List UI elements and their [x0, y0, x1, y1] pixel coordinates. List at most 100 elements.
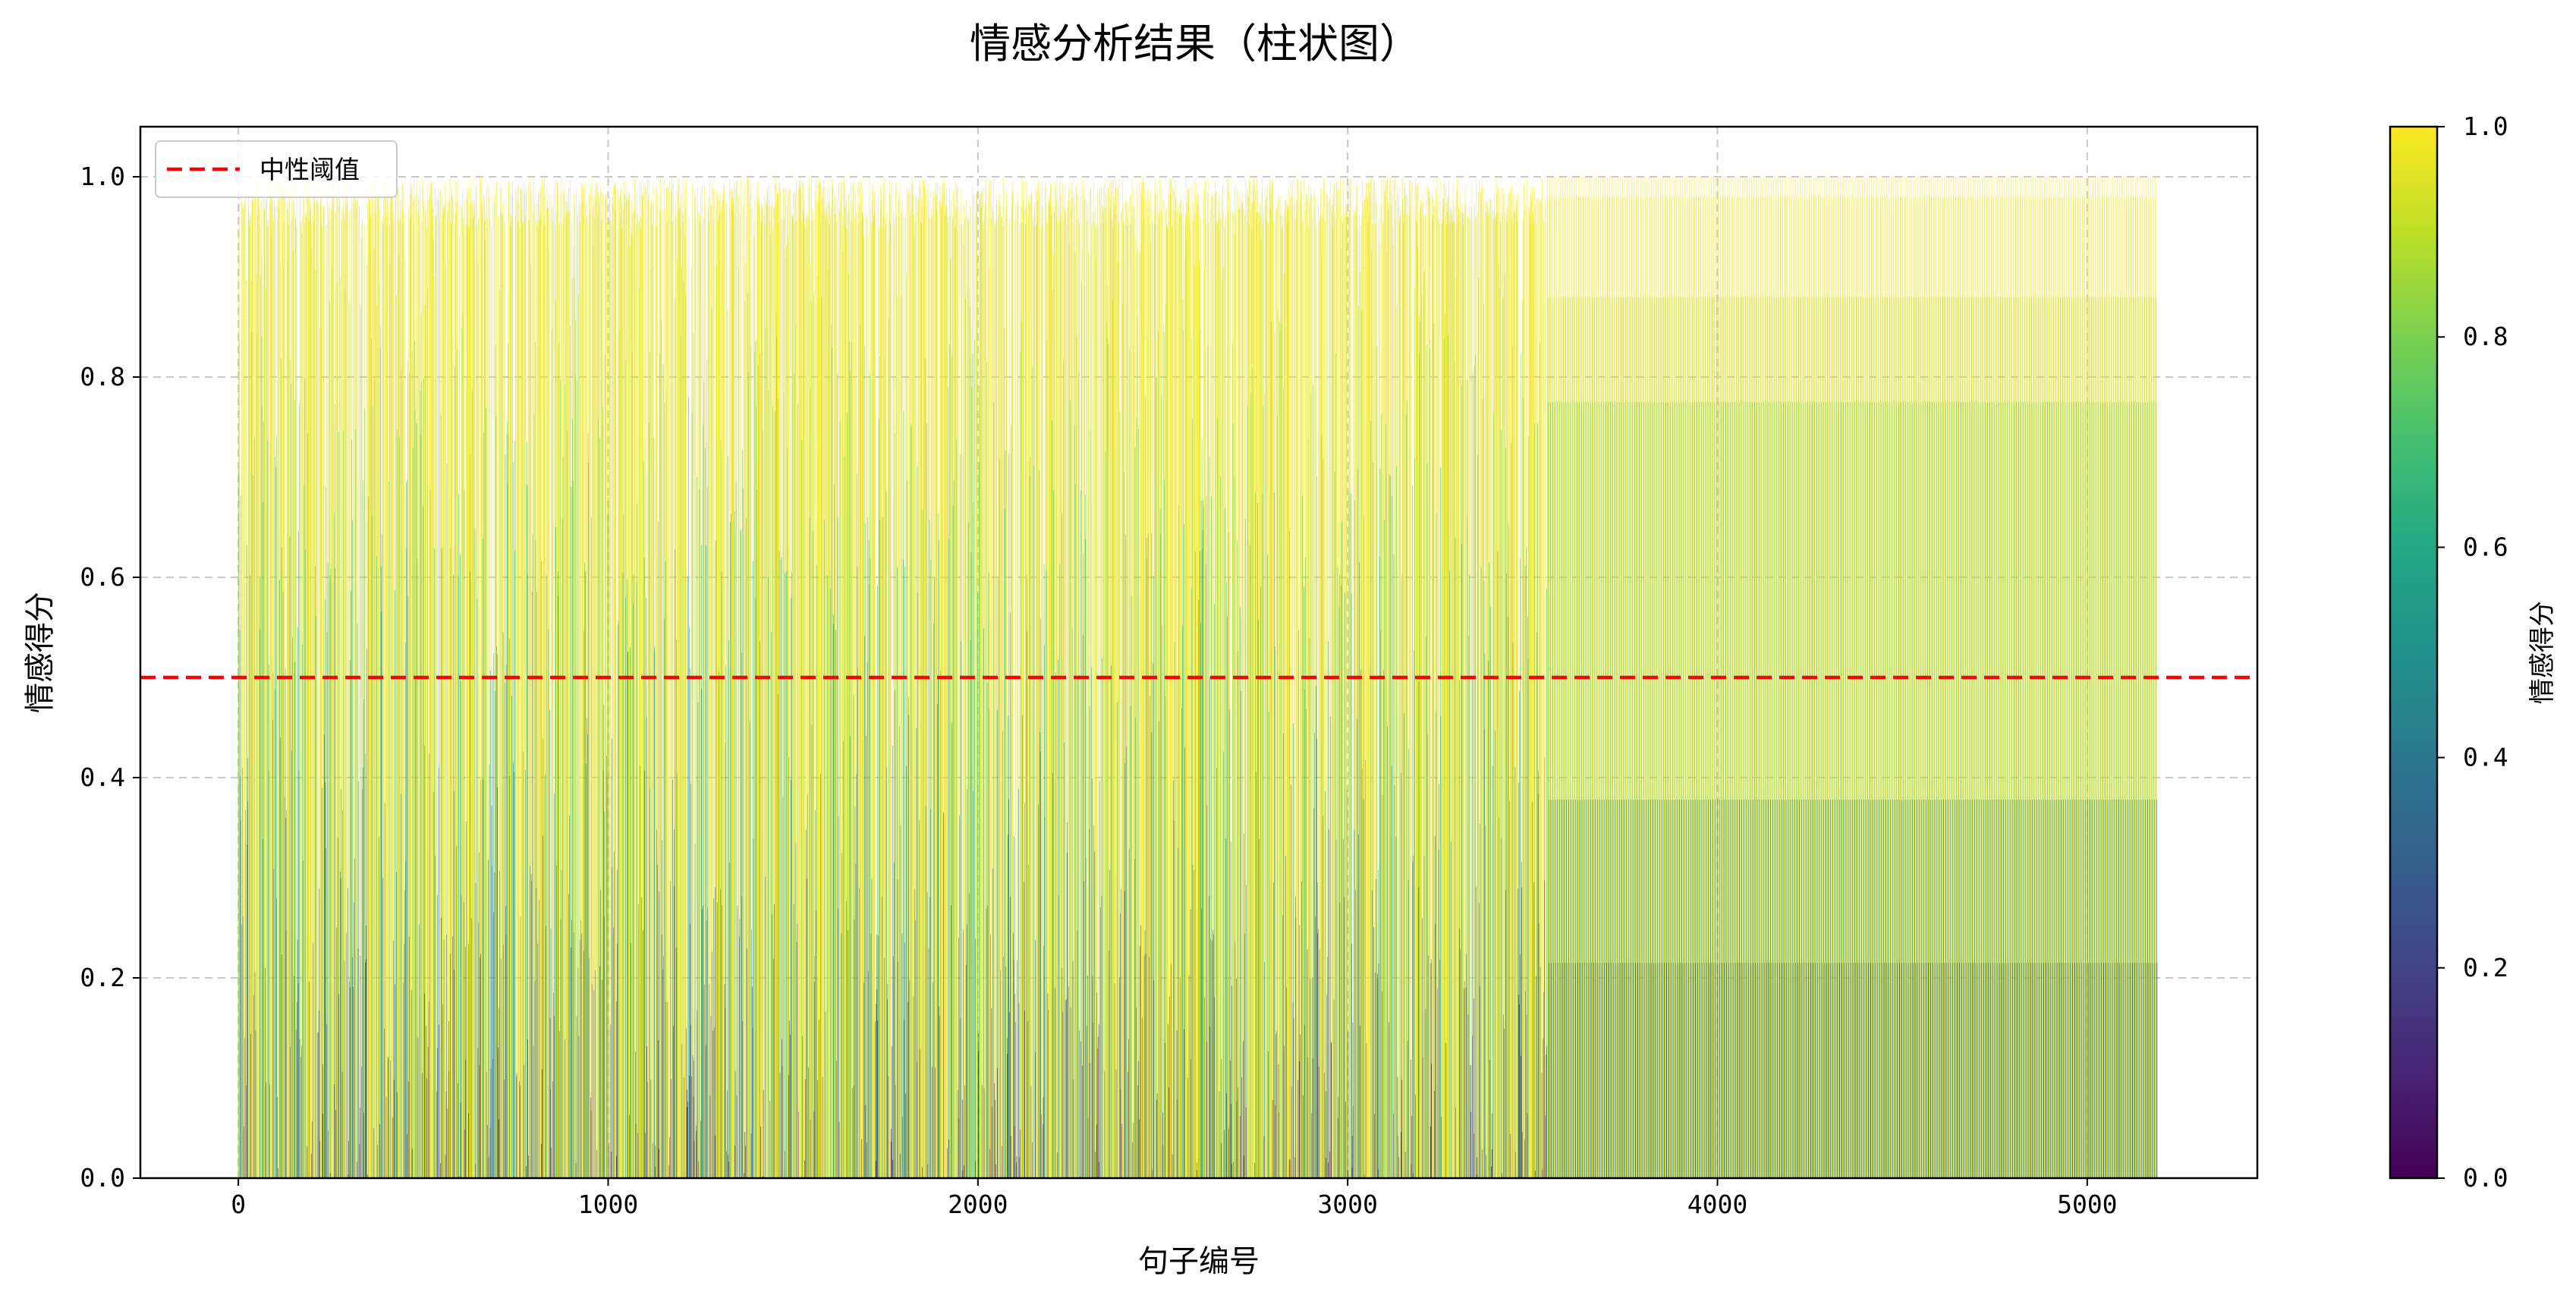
bar — [1424, 270, 1425, 1178]
bar — [1424, 215, 1426, 1178]
bar — [382, 877, 383, 1178]
bar — [1612, 800, 1614, 1178]
bar — [1276, 203, 1278, 1178]
bar — [1940, 196, 1941, 1178]
bar — [822, 1076, 823, 1178]
bar — [602, 192, 603, 1178]
bar — [2049, 297, 2050, 1178]
bar — [1609, 196, 1610, 1178]
bar — [559, 221, 560, 1178]
bar — [1792, 800, 1794, 1178]
bar — [568, 187, 569, 1178]
bar — [1858, 297, 1859, 1178]
bar — [2013, 196, 2015, 1178]
bar — [486, 1071, 487, 1178]
bar — [2068, 177, 2069, 1178]
bar — [931, 207, 933, 1178]
bar — [297, 940, 298, 1178]
bar — [1165, 696, 1166, 1178]
bar — [691, 411, 693, 1178]
bar — [1264, 393, 1266, 1178]
bar — [1649, 963, 1650, 1178]
bar — [1005, 215, 1007, 1178]
bar — [672, 779, 673, 1178]
bar — [1065, 210, 1066, 1178]
bar — [1347, 185, 1348, 1178]
bar — [1703, 800, 1705, 1178]
bar — [451, 188, 452, 1178]
bar — [349, 981, 350, 1178]
bar — [464, 489, 465, 1178]
bar — [1538, 771, 1539, 1178]
bar — [2018, 800, 2020, 1178]
bar — [1339, 574, 1340, 1178]
bar — [867, 662, 868, 1178]
bar — [1723, 402, 1725, 1178]
bar — [1926, 196, 1928, 1178]
bar — [253, 995, 254, 1178]
bar — [478, 922, 480, 1178]
bar — [620, 193, 621, 1178]
bar — [489, 217, 490, 1178]
bar — [244, 1037, 246, 1178]
bar — [1561, 196, 1562, 1178]
bar — [738, 269, 739, 1178]
bar — [1270, 208, 1272, 1178]
bar — [785, 187, 786, 1178]
bar — [1009, 1012, 1011, 1178]
bar — [280, 187, 282, 1178]
bar — [442, 1004, 443, 1178]
bar — [1317, 933, 1318, 1178]
bar — [1902, 297, 1904, 1178]
bar — [1594, 297, 1595, 1178]
bar — [1819, 402, 1820, 1178]
bar — [1272, 221, 1274, 1178]
bar — [1832, 800, 1833, 1178]
bar — [1650, 402, 1651, 1178]
bar — [612, 866, 613, 1178]
bar — [1703, 402, 1704, 1178]
bar — [616, 869, 618, 1178]
bar — [707, 207, 709, 1178]
bar — [1428, 955, 1429, 1178]
bar — [818, 182, 819, 1178]
bar — [418, 196, 419, 1178]
bar — [904, 567, 906, 1178]
bar — [880, 201, 882, 1178]
bar — [506, 664, 507, 1178]
bar — [1773, 196, 1775, 1178]
bar — [792, 217, 793, 1178]
bar — [1754, 402, 1755, 1178]
bar — [1172, 189, 1174, 1178]
bar — [723, 183, 724, 1178]
bar — [736, 1095, 738, 1178]
bar — [507, 420, 508, 1178]
bar — [2071, 402, 2073, 1178]
bar — [1672, 297, 1673, 1178]
bar — [471, 391, 473, 1178]
bar — [1728, 800, 1729, 1178]
bar — [1386, 251, 1388, 1178]
bar — [1162, 1144, 1164, 1178]
bar — [365, 962, 366, 1178]
bar — [1426, 344, 1427, 1178]
bar — [953, 479, 955, 1178]
bar — [1806, 800, 1807, 1178]
bar — [1793, 963, 1794, 1178]
bar — [419, 924, 420, 1178]
bar — [783, 187, 784, 1178]
bar — [946, 187, 947, 1178]
bar — [433, 792, 435, 1178]
bar — [1720, 196, 1722, 1178]
bar — [884, 957, 885, 1178]
bar — [502, 204, 503, 1178]
bar — [1373, 1114, 1375, 1178]
bar — [1325, 791, 1326, 1178]
bar — [979, 385, 980, 1178]
bar — [873, 212, 874, 1178]
bar — [1310, 393, 1312, 1178]
bar — [369, 184, 370, 1178]
bar — [618, 621, 619, 1178]
bar — [776, 313, 777, 1178]
bar — [1503, 217, 1505, 1178]
